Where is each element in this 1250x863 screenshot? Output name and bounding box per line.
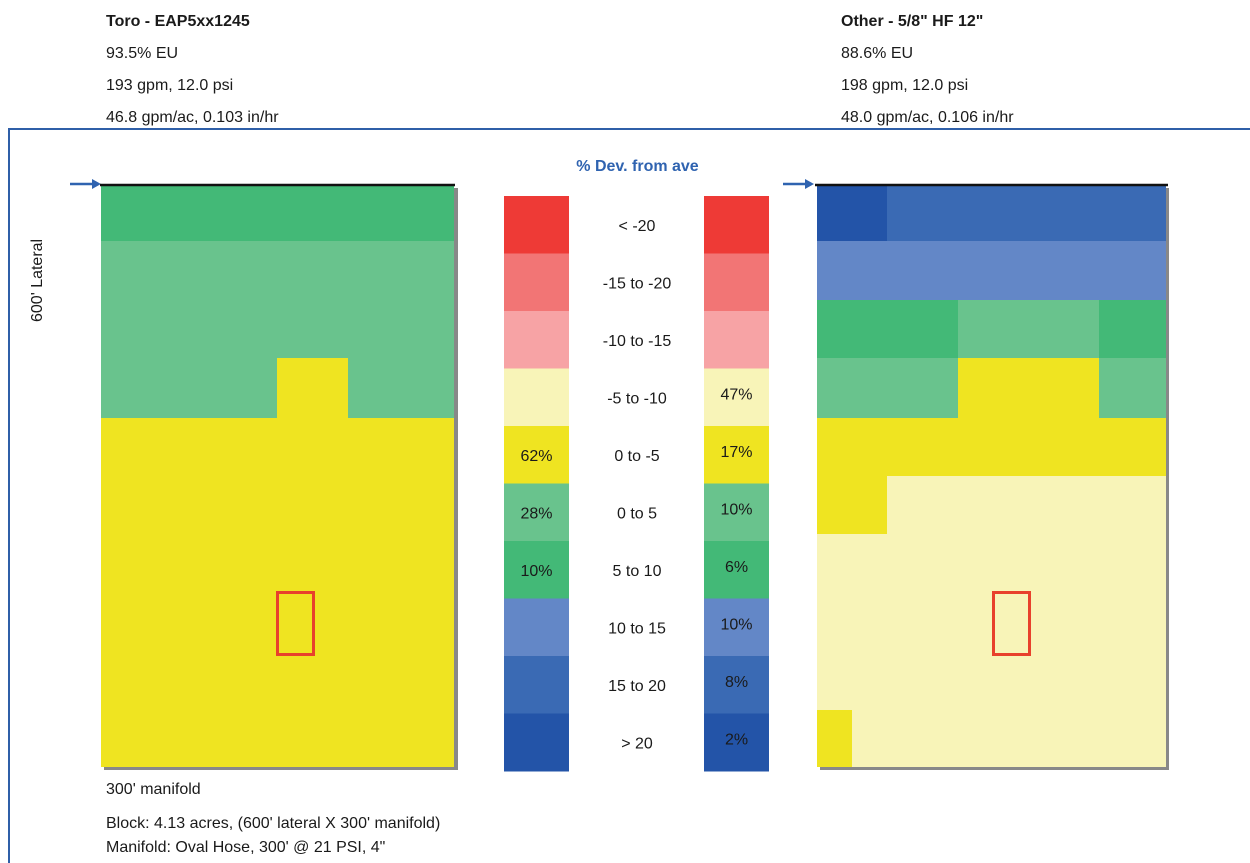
legend-range-label: < -20 <box>619 218 656 235</box>
legend-left-percent: 62% <box>520 448 552 465</box>
legend-swatch-left <box>504 598 569 657</box>
right-zone-yellow-notch <box>958 358 1099 418</box>
legend-range-label: -10 to -15 <box>603 333 672 350</box>
legend-right-percent: 17% <box>720 444 752 461</box>
legend-swatch-left <box>504 196 569 254</box>
right-rate: 48.0 gpm/ac, 0.106 in/hr <box>841 109 1014 126</box>
legend-right-percent: 47% <box>720 386 752 403</box>
legend-range-label: -15 to -20 <box>603 275 672 292</box>
right-eu: 88.6% EU <box>841 45 914 62</box>
right-arrow-icon <box>783 179 814 189</box>
legend-range-label: -5 to -10 <box>607 390 667 407</box>
left-eu: 93.5% EU <box>106 45 179 62</box>
legend-swatch-left <box>504 656 569 714</box>
legend-swatch-right <box>704 713 769 772</box>
right-flow: 198 gpm, 12.0 psi <box>841 77 969 94</box>
legend-swatch-right <box>704 368 769 427</box>
left-heatmap <box>100 183 458 770</box>
legend-right-percent: 10% <box>720 501 752 518</box>
legend-swatch-right <box>704 253 769 312</box>
legend-swatch-left <box>504 483 569 542</box>
right-zone-yellow-corner <box>817 710 852 767</box>
left-zone-yellow-notch <box>277 358 348 418</box>
manifold-info: Manifold: Oval Hose, 300' @ 21 PSI, 4" <box>106 839 386 856</box>
legend-swatch-right <box>704 598 769 657</box>
right-marker-box <box>992 591 1031 656</box>
legend-swatch-right <box>704 426 769 484</box>
legend: < -20 -15 to -20 -10 to -15 -5 to -10 47% 0 t… <box>504 196 769 772</box>
legend-range-label: 0 to -5 <box>614 448 659 465</box>
legend-range-label: 15 to 20 <box>608 678 666 695</box>
legend-range-label: 0 to 5 <box>617 505 657 522</box>
legend-swatch-right <box>704 196 769 254</box>
legend-swatch-left <box>504 253 569 312</box>
left-title: Toro - EAP5xx1245 <box>106 13 250 30</box>
legend-swatch-right <box>704 656 769 714</box>
legend-right-percent: 6% <box>725 559 748 576</box>
right-zone-green-left <box>817 300 958 358</box>
legend-swatch-left <box>504 541 569 599</box>
legend-title: % Dev. from ave <box>576 158 699 175</box>
right-zone-darkblue-corner <box>817 185 887 241</box>
left-zone-green-top <box>101 185 454 241</box>
left-rate: 46.8 gpm/ac, 0.103 in/hr <box>106 109 279 126</box>
legend-right-percent: 8% <box>725 674 748 691</box>
legend-swatch-left <box>504 311 569 369</box>
right-zone-lightgreen-mid <box>958 300 1099 358</box>
right-zone-yellow-row <box>817 418 1166 476</box>
block-info: Block: 4.13 acres, (600' lateral X 300' … <box>106 815 441 832</box>
legend-left-percent: 28% <box>520 505 552 522</box>
legend-range-label: 10 to 15 <box>608 620 666 637</box>
right-title: Other - 5/8" HF 12" <box>841 13 984 30</box>
right-heatmap <box>815 183 1169 770</box>
chart-frame <box>8 128 1250 863</box>
legend-swatch-left <box>504 368 569 427</box>
legend-swatch-right <box>704 483 769 542</box>
right-zone-yellow-tab <box>817 476 887 534</box>
manifold-label: 300' manifold <box>106 781 201 798</box>
legend-left-percent: 10% <box>520 563 552 580</box>
legend-swatch-right <box>704 311 769 369</box>
legend-right-percent: 10% <box>720 616 752 633</box>
legend-swatch-right <box>704 541 769 599</box>
left-marker-box <box>276 591 315 656</box>
legend-swatch-left <box>504 713 569 772</box>
left-flow: 193 gpm, 12.0 psi <box>106 77 234 94</box>
right-zone-green-right <box>1099 300 1166 358</box>
legend-range-label: > 20 <box>621 735 653 752</box>
legend-range-label: 5 to 10 <box>613 563 662 580</box>
legend-right-percent: 2% <box>725 731 748 748</box>
left-arrow-icon <box>70 179 101 189</box>
right-zone-lightblue <box>817 241 1166 300</box>
legend-swatch-left <box>504 426 569 484</box>
